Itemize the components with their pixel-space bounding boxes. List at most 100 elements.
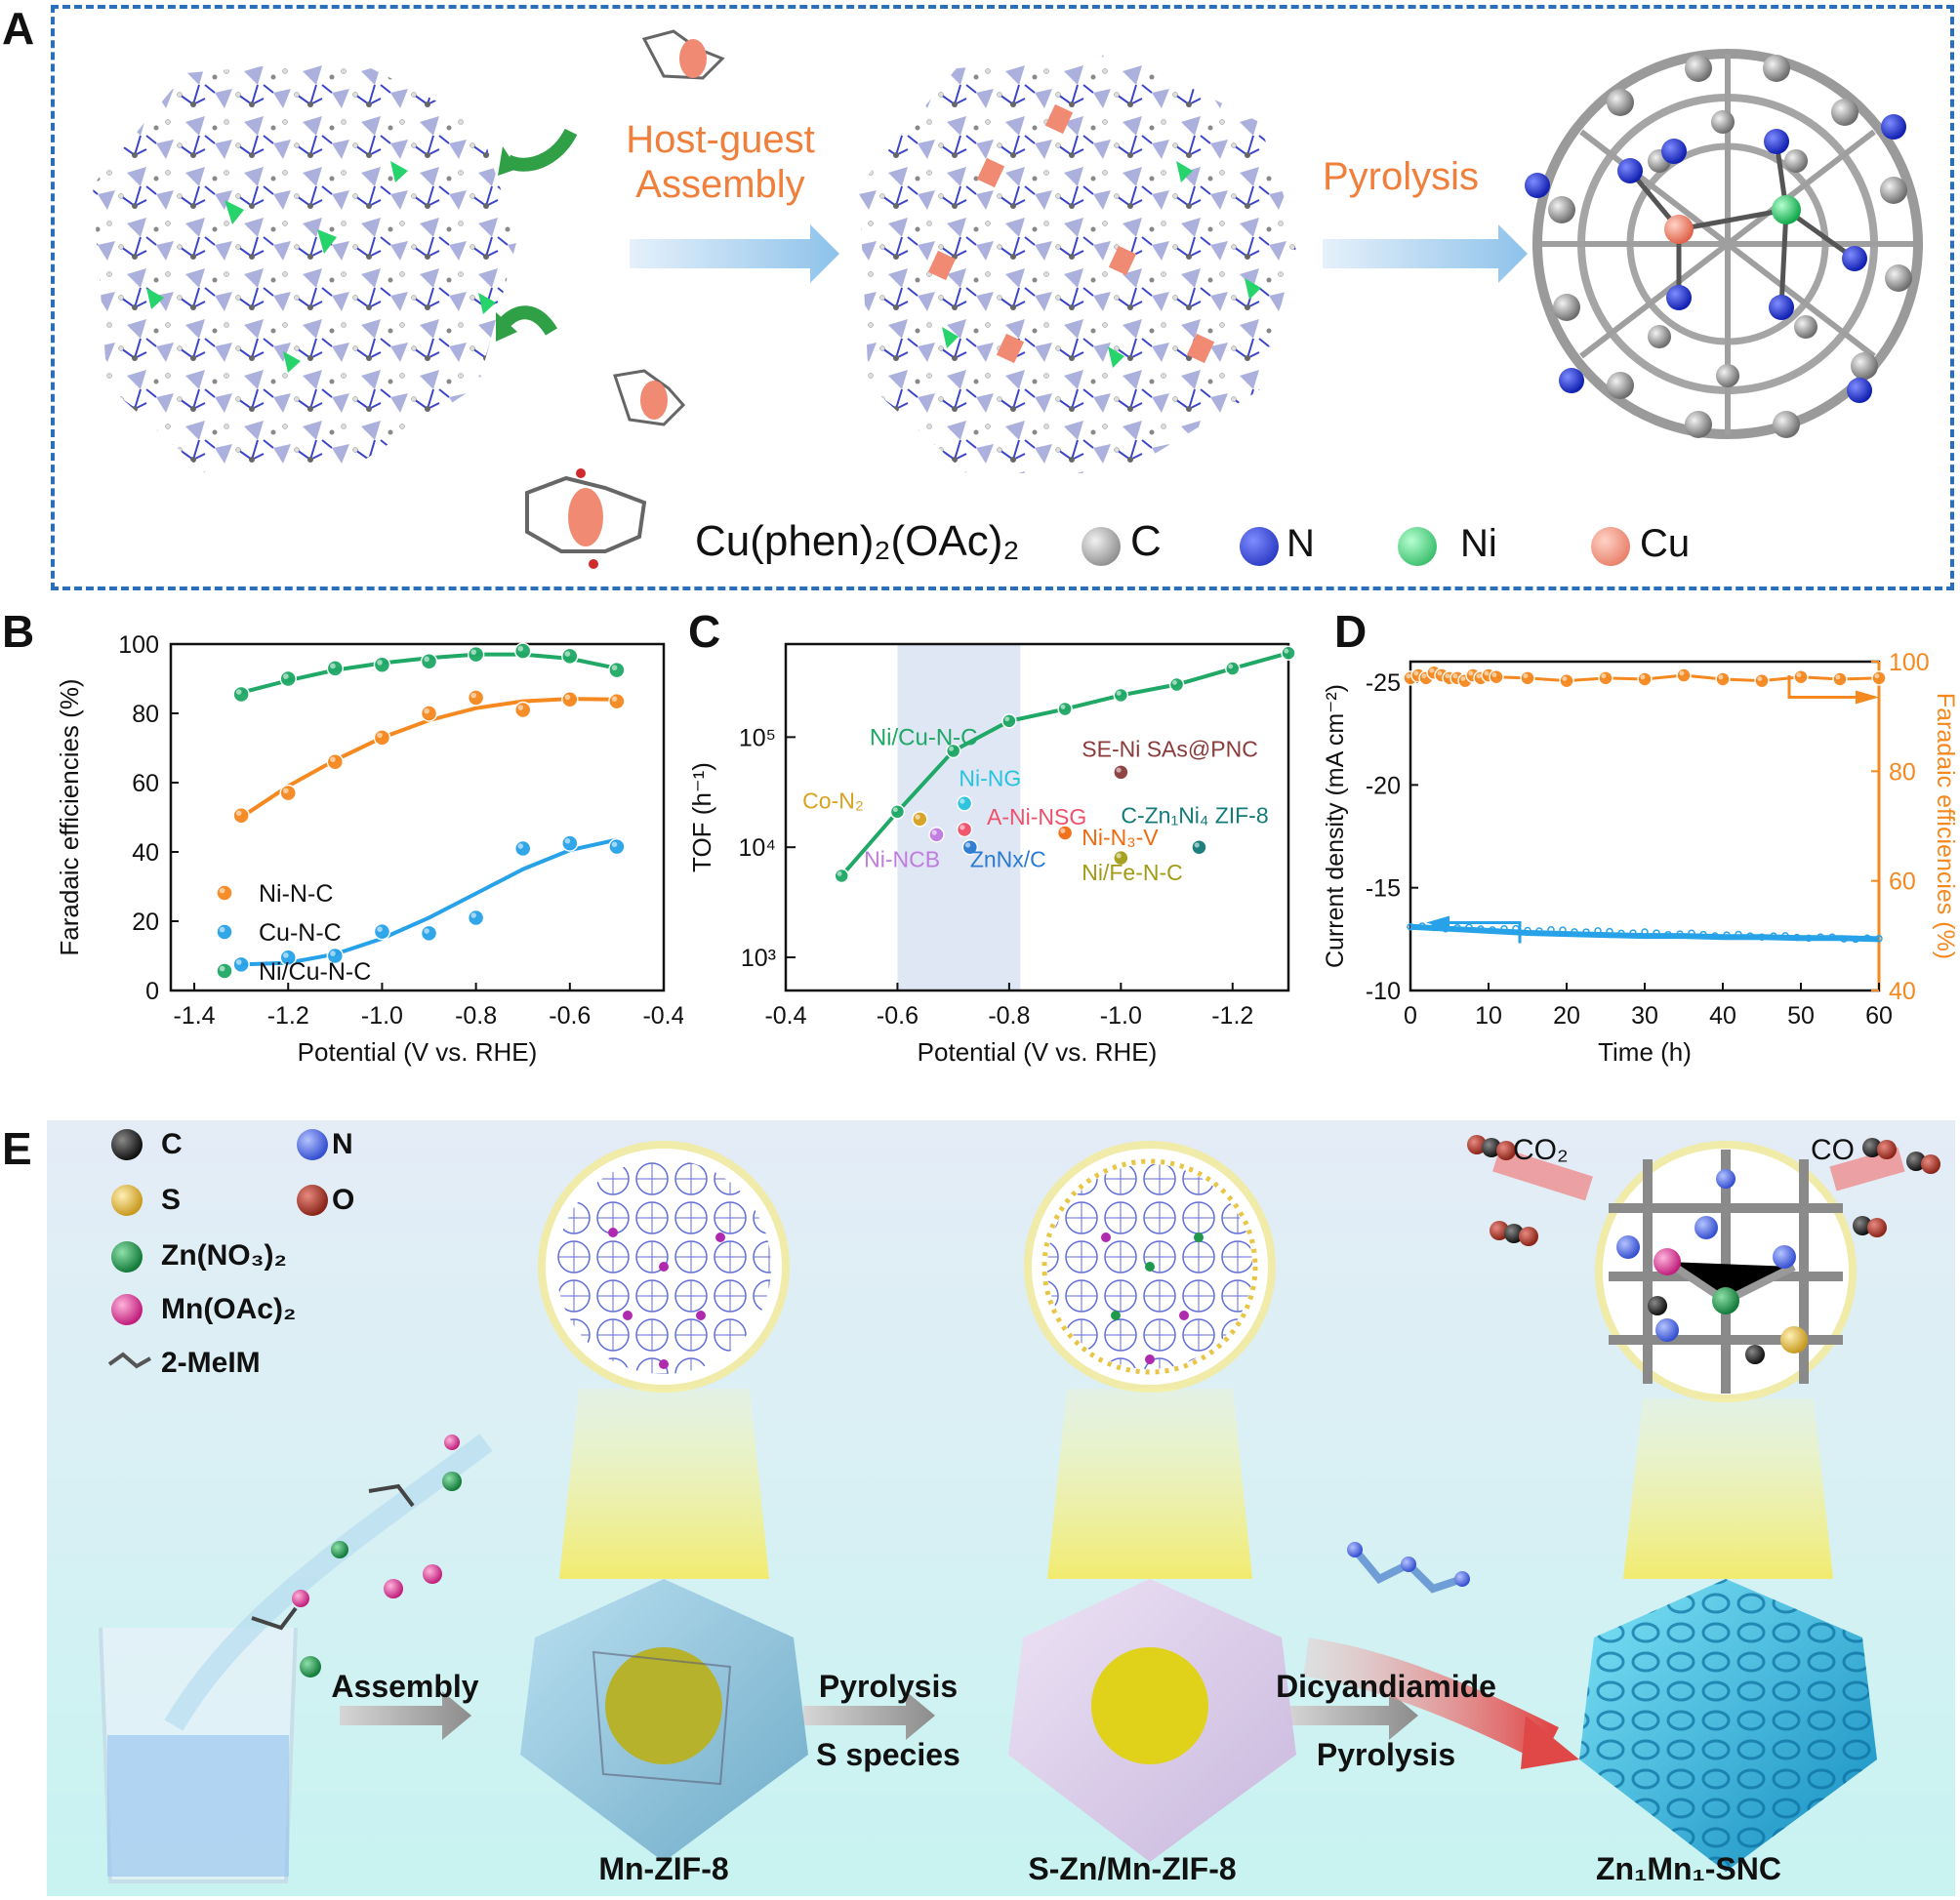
point-Cu-N-C bbox=[561, 834, 579, 852]
point-Ni/Cu-N-C bbox=[608, 661, 626, 679]
current-density-marker bbox=[1875, 934, 1883, 943]
ref-point-Co-N₂ bbox=[912, 811, 928, 828]
point-ni-cu-n-c bbox=[834, 868, 849, 884]
x-tick-label-b: -0.8 bbox=[455, 1002, 497, 1030]
point-Ni-N-C bbox=[561, 691, 579, 708]
point-faradaic-efficiency bbox=[1520, 670, 1535, 686]
ref-point-Ni/Fe-N-C-highlight bbox=[1116, 853, 1122, 859]
panel-label-c: C bbox=[688, 606, 721, 657]
current-density-marker bbox=[1758, 933, 1766, 941]
ref-label-Ni/Fe-N-C: Ni/Fe-N-C bbox=[1082, 860, 1183, 885]
point-Cu-N-C-highlight bbox=[564, 837, 571, 844]
point-Ni/Cu-N-C bbox=[279, 669, 297, 688]
ref-point-A-Ni-NSG-highlight bbox=[960, 825, 965, 830]
legend-ni-ball bbox=[1398, 527, 1437, 566]
co2-label: CO₂ bbox=[1513, 1134, 1569, 1166]
point-faradaic-efficiency-highlight bbox=[1445, 673, 1450, 679]
y-tick-label-c: 10⁵ bbox=[739, 724, 776, 751]
current-density-marker bbox=[1863, 934, 1871, 942]
x-tick-label-b: -1.4 bbox=[174, 1002, 216, 1030]
current-density-marker bbox=[1559, 926, 1567, 934]
legend-label-Cu-N-C: Cu-N-C bbox=[259, 919, 342, 947]
current-density-marker bbox=[1781, 932, 1789, 940]
point-ni-cu-n-c bbox=[1225, 661, 1241, 676]
point-faradaic-efficiency-highlight bbox=[1437, 670, 1443, 676]
ref-point-SE-Ni SAs@PNC-highlight bbox=[1116, 767, 1122, 773]
point-faradaic-efficiency bbox=[1715, 671, 1731, 687]
y-left-tick-label-d: -10 bbox=[1366, 978, 1401, 1005]
panel-label-b: B bbox=[2, 606, 35, 657]
point-faradaic-efficiency-highlight bbox=[1640, 674, 1646, 680]
y-left-tick-label-d: -15 bbox=[1366, 875, 1401, 903]
host-guest-assembly-label: Host-guest Assembly bbox=[626, 118, 815, 206]
point-ni-cu-n-c-highlight bbox=[1172, 679, 1177, 685]
panel-e-illustration bbox=[99, 1129, 1940, 1883]
point-Ni/Cu-N-C bbox=[420, 653, 438, 670]
point-Ni-N-C-highlight bbox=[611, 696, 618, 702]
panel-a-frame bbox=[51, 5, 1954, 590]
dicyandiamide-molecule bbox=[1347, 1542, 1470, 1594]
point-Ni-N-C bbox=[420, 705, 438, 722]
current-density-marker bbox=[1606, 927, 1613, 936]
product-s-zn-mn-zif-8: S-Zn/Mn-ZIF-8 bbox=[1028, 1851, 1237, 1886]
current-density-marker bbox=[1594, 927, 1602, 935]
guest-molecule-bottom bbox=[613, 369, 686, 426]
point-faradaic-efficiency-highlight bbox=[1460, 676, 1466, 682]
legend-label-Ni/Cu-N-C: Ni/Cu-N-C bbox=[259, 958, 371, 986]
current-density-marker bbox=[1688, 929, 1695, 937]
green-curved-arrow-top bbox=[504, 128, 578, 172]
point-faradaic-efficiency-highlight bbox=[1429, 667, 1435, 673]
ref-label-SE-Ni SAs@PNC: SE-Ni SAs@PNC bbox=[1082, 737, 1258, 762]
y-right-tick-label-d: 80 bbox=[1889, 758, 1916, 786]
current-density-marker bbox=[1524, 926, 1531, 935]
point-Ni/Cu-N-C-highlight bbox=[377, 660, 383, 666]
point-Ni-N-C bbox=[326, 752, 345, 771]
fullerene-cage bbox=[1525, 49, 1923, 439]
legend-e-zn-nitrate: Zn(NO₃)₂ bbox=[161, 1239, 287, 1272]
current-density-marker bbox=[1418, 922, 1426, 930]
point-Cu-N-C bbox=[420, 924, 438, 943]
current-density-marker bbox=[1805, 934, 1813, 943]
point-faradaic-efficiency bbox=[1559, 672, 1574, 689]
point-ni-cu-n-c-highlight bbox=[837, 870, 842, 876]
ref-label-Co-N₂: Co-N₂ bbox=[802, 788, 864, 813]
cu-atom bbox=[1664, 215, 1694, 244]
pyrolysis-label: Pyrolysis bbox=[1322, 155, 1480, 198]
point-Ni-N-C-highlight bbox=[283, 788, 289, 794]
point-faradaic-efficiency bbox=[1676, 667, 1692, 683]
point-ni-cu-n-c bbox=[1168, 676, 1185, 693]
point-faradaic-efficiency-highlight bbox=[1484, 670, 1490, 676]
arrow-dicyandiamide-e bbox=[1286, 1691, 1418, 1740]
point-Cu-N-C-highlight bbox=[235, 959, 242, 965]
x-tick-label-c: -0.8 bbox=[988, 1002, 1030, 1030]
zif-framework-middle bbox=[859, 54, 1298, 473]
point-Ni-N-C-highlight bbox=[470, 692, 477, 699]
arrow-pyrolysis bbox=[1323, 224, 1528, 283]
y-tick-label-b: 40 bbox=[132, 839, 159, 867]
arrow-to-left-axis bbox=[1450, 920, 1522, 944]
current-density-marker bbox=[1629, 929, 1637, 937]
point-faradaic-efficiency-highlight bbox=[1421, 673, 1427, 679]
arrow-label-pyrolysis-2: Pyrolysis bbox=[1316, 1737, 1456, 1772]
point-Ni/Cu-N-C bbox=[467, 645, 485, 664]
s-zn-mn-zif-8-crystal bbox=[1008, 1141, 1296, 1862]
y-tick-label-b: 60 bbox=[132, 770, 159, 797]
point-Cu-N-C bbox=[232, 955, 250, 974]
x-tick-label-b: -1.0 bbox=[361, 1002, 403, 1030]
y-tick-label-b: 0 bbox=[145, 978, 159, 1005]
legend-n-label: N bbox=[1286, 522, 1315, 565]
x-axis-title-b: Potential (V vs. RHE) bbox=[298, 1037, 538, 1067]
y-tick-label-b: 80 bbox=[132, 701, 159, 728]
point-faradaic-efficiency-highlight bbox=[1601, 673, 1607, 679]
ref-point-Ni-NCB-highlight bbox=[931, 829, 937, 835]
y-right-tick-label-d: 60 bbox=[1889, 869, 1916, 896]
y-right-tick-label-d: 40 bbox=[1889, 978, 1916, 1005]
x-tick-label-d: 10 bbox=[1475, 1002, 1502, 1030]
point-Cu-N-C-highlight bbox=[377, 926, 383, 933]
current-density-marker bbox=[1535, 927, 1543, 935]
current-density-marker bbox=[1489, 926, 1496, 934]
ref-label-Ni-NCB: Ni-NCB bbox=[864, 847, 940, 872]
point-Ni/Cu-N-C bbox=[561, 647, 579, 666]
point-faradaic-efficiency bbox=[1871, 670, 1887, 686]
